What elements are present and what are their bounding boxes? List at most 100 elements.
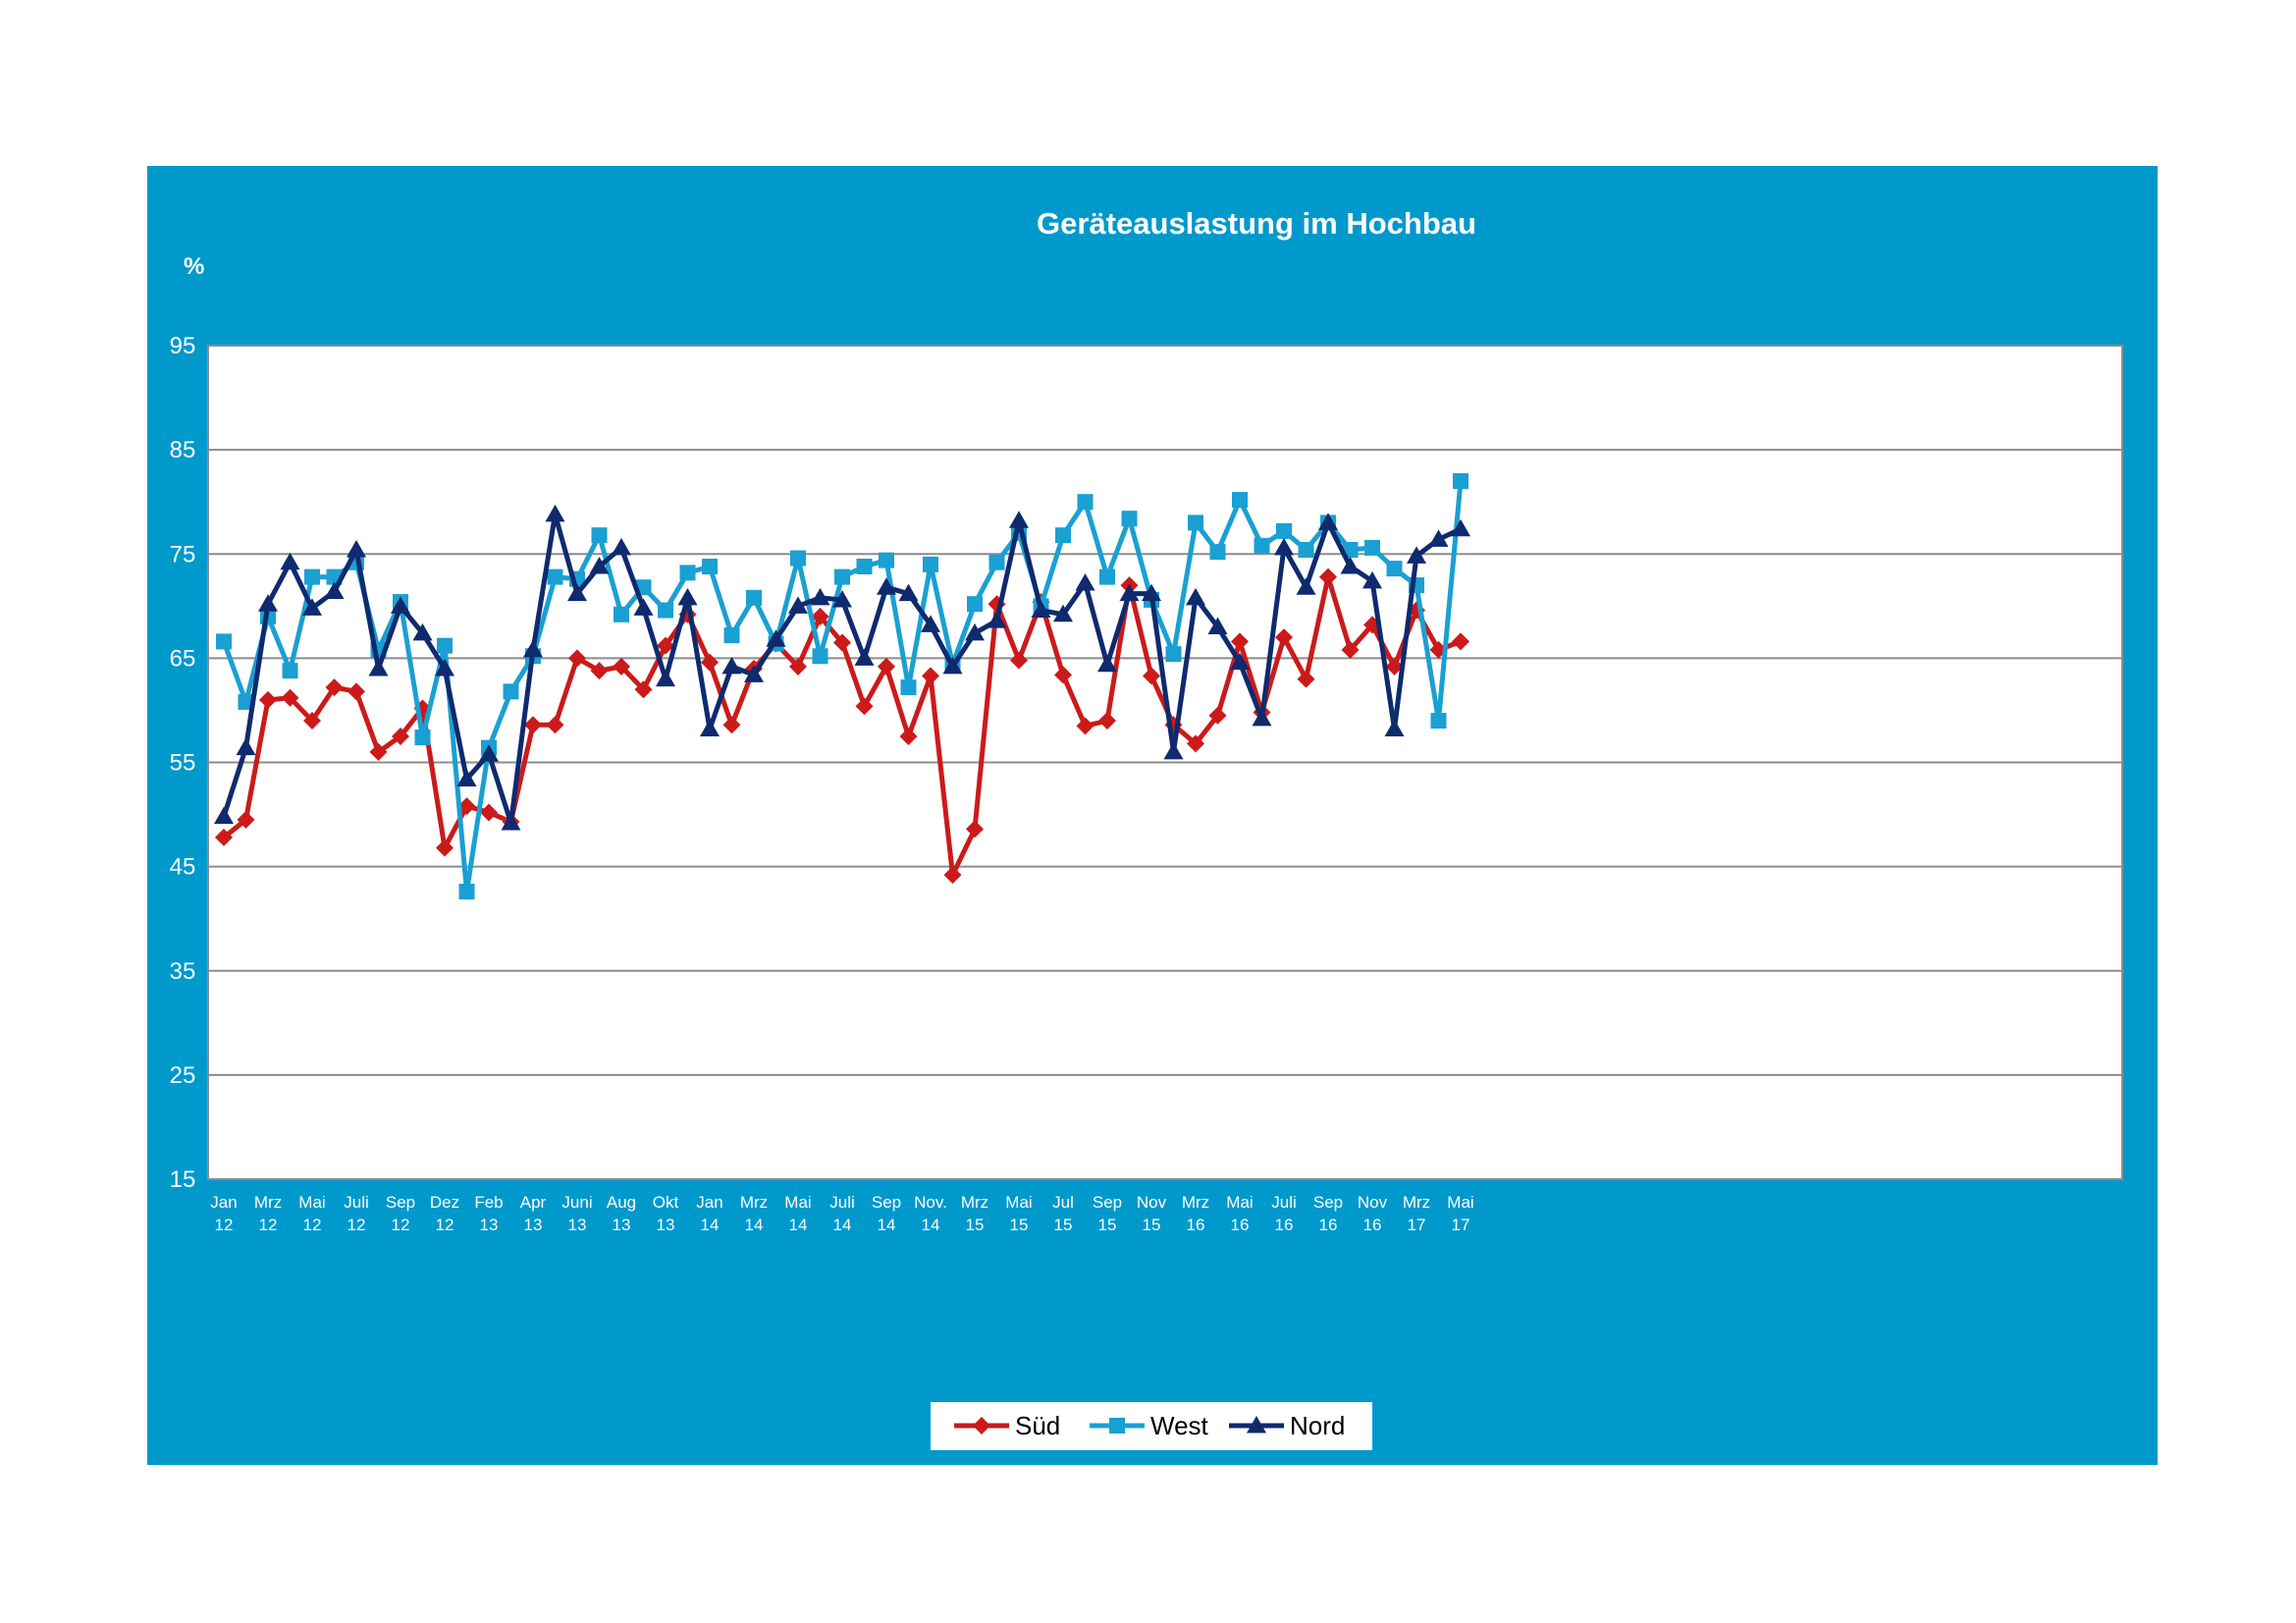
data-point-sd: [1076, 717, 1095, 735]
x-tick-label-month: Mrz: [1182, 1193, 1209, 1212]
data-point-west: [790, 550, 806, 567]
x-tick-label-year: 16: [1275, 1216, 1294, 1234]
x-tick-label-year: 15: [966, 1216, 985, 1234]
x-tick-label-month: Okt: [653, 1193, 679, 1212]
data-point-nord: [347, 540, 366, 558]
data-point-sd: [480, 803, 498, 822]
x-tick-label-year: 12: [436, 1216, 454, 1234]
data-point-nord: [1296, 577, 1316, 595]
data-point-west: [614, 606, 629, 622]
y-tick-label: 85: [170, 437, 196, 463]
data-point-nord: [1428, 529, 1449, 547]
data-point-nord: [1163, 741, 1184, 760]
data-point-nord: [877, 577, 896, 595]
data-point-nord: [368, 658, 389, 676]
x-axis-ticks: Jan 12 Mrz 12 Mai 12 Juli 12 Sep 12 Dez 12 Feb 13 Apr 1…: [210, 1193, 1473, 1234]
data-point-nord: [302, 598, 322, 616]
y-axis-ticks: 15 25 35 45 55 65 75 85 95: [170, 333, 196, 1193]
x-tick-label-month: Juli: [344, 1193, 369, 1212]
data-point-west: [812, 648, 828, 665]
data-point-sd: [347, 682, 365, 701]
data-point-west: [856, 558, 873, 574]
data-point-nord: [788, 596, 808, 614]
x-tick-label-month: Mrz: [740, 1193, 768, 1212]
x-tick-label-month: Jan: [210, 1193, 237, 1212]
y-tick-label: 65: [170, 645, 196, 672]
data-point-sd: [1275, 628, 1293, 647]
x-tick-label-year: 16: [1319, 1216, 1338, 1234]
series-layer: [214, 472, 1470, 900]
x-tick-label-year: 14: [878, 1216, 896, 1234]
x-tick-label-year: 15: [1143, 1216, 1161, 1234]
data-point-west: [414, 730, 431, 746]
data-point-west: [1209, 544, 1226, 561]
x-tick-label-month: Nov: [1358, 1193, 1388, 1212]
x-tick-label-year: 14: [922, 1216, 940, 1234]
data-point-west: [304, 568, 320, 585]
data-point-sd: [1319, 568, 1337, 586]
legend: Süd West Nord: [931, 1402, 1372, 1450]
data-point-sd: [1231, 632, 1249, 651]
data-point-nord: [1031, 600, 1051, 619]
data-point-sd: [369, 742, 388, 761]
legend-marker-west: [1109, 1418, 1125, 1434]
x-tick-label-year: 12: [259, 1216, 278, 1234]
legend-entry-sd: Süd: [954, 1411, 1060, 1440]
x-tick-label-month: Mai: [784, 1193, 811, 1212]
data-point-sd: [922, 667, 939, 685]
data-point-west: [679, 565, 696, 581]
y-tick-label: 95: [170, 333, 196, 359]
x-tick-label-month: Mai: [1005, 1193, 1032, 1212]
x-tick-label-year: 12: [215, 1216, 234, 1234]
data-point-nord: [1384, 719, 1405, 737]
data-point-sd: [1010, 651, 1028, 670]
data-point-nord: [921, 615, 940, 632]
data-point-nord: [987, 611, 1007, 628]
data-point-west: [967, 596, 983, 613]
data-point-sd: [281, 688, 299, 707]
data-point-west: [458, 884, 475, 900]
data-point-sd: [1385, 657, 1404, 676]
data-point-sd: [613, 657, 630, 676]
x-tick-label-year: 12: [347, 1216, 366, 1234]
legend-marker-nord: [1247, 1416, 1266, 1434]
y-tick-label: 15: [170, 1166, 196, 1193]
data-point-sd: [634, 680, 653, 699]
data-point-sd: [1187, 734, 1204, 753]
data-point-nord: [1009, 511, 1029, 528]
data-point-sd: [1297, 670, 1315, 688]
x-tick-label-year: 14: [745, 1216, 764, 1234]
data-point-sd: [546, 716, 564, 734]
legend-label-sd: Süd: [1015, 1411, 1060, 1440]
x-tick-label-year: 13: [613, 1216, 631, 1234]
y-tick-label: 55: [170, 750, 196, 777]
data-point-sd: [457, 797, 476, 816]
data-point-nord: [435, 658, 454, 676]
data-point-sd: [657, 636, 674, 655]
data-point-nord: [1053, 604, 1073, 622]
data-point-sd: [524, 716, 542, 734]
x-tick-label-month: Nov: [1137, 1193, 1167, 1212]
data-point-nord: [567, 583, 587, 602]
data-point-nord: [612, 537, 631, 556]
data-point-nord: [501, 813, 521, 831]
data-point-west: [282, 663, 298, 679]
x-tick-label-month: Feb: [474, 1193, 503, 1212]
legend-label-nord: Nord: [1290, 1411, 1345, 1440]
data-point-nord: [677, 587, 698, 606]
data-point-sd: [833, 633, 851, 652]
data-point-nord: [236, 737, 256, 756]
line-chart: Geräteauslastung im Hochbau % 15 25 35 45 55…: [147, 166, 2158, 1465]
data-point-nord: [942, 656, 963, 675]
data-point-sd: [811, 607, 829, 625]
data-point-west: [1188, 514, 1203, 531]
x-tick-label-month: Nov.: [914, 1193, 947, 1212]
data-point-west: [1099, 568, 1115, 585]
x-tick-label-month: Sep: [872, 1193, 901, 1212]
x-tick-label-month: Sep: [386, 1193, 415, 1212]
gridlines: [208, 449, 2122, 1076]
data-point-nord: [1340, 556, 1361, 574]
data-point-nord: [280, 552, 300, 570]
data-point-nord: [1142, 583, 1161, 602]
data-point-sd: [1208, 706, 1227, 725]
